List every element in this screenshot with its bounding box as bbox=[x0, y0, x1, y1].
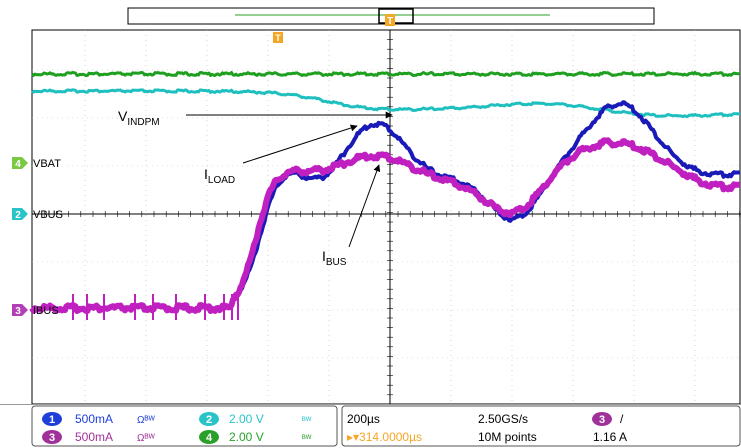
trace-1 bbox=[31, 88, 740, 119]
annotation-iload: ILOAD bbox=[204, 166, 235, 186]
channel-marker-num: 2 bbox=[15, 210, 21, 221]
annotation-vindpm-sub: INDPM bbox=[127, 117, 159, 128]
annotation-vindpm: VINDPM bbox=[118, 108, 160, 128]
channel-marker-label: VBAT bbox=[33, 158, 61, 170]
annotation-iload-main: I bbox=[204, 166, 208, 182]
ch4-badge[interactable] bbox=[199, 430, 219, 444]
trace-3 bbox=[29, 137, 741, 314]
channel-marker-2[interactable]: 2 VBUS bbox=[12, 208, 63, 221]
record-length: 10M points bbox=[478, 430, 537, 444]
trigger-position-letter: T bbox=[275, 33, 281, 43]
ch3-scale: 500mA bbox=[75, 430, 113, 444]
ch2-badge[interactable] bbox=[199, 412, 219, 426]
channel-marker-num: 4 bbox=[15, 159, 21, 170]
ch2-coupling: ᴮᵂ bbox=[302, 415, 312, 425]
ch3-badge[interactable] bbox=[42, 430, 62, 444]
trigger-position: ▸▾314.0000µs bbox=[347, 430, 422, 444]
sample-rate: 2.50GS/s bbox=[478, 412, 528, 426]
trigger-slope: / bbox=[620, 412, 624, 426]
trace-2 bbox=[30, 100, 741, 313]
channel-marker-num: 3 bbox=[15, 306, 21, 317]
channel-marker-3[interactable]: 3 IBUS bbox=[12, 304, 59, 317]
status-group-channels bbox=[31, 405, 338, 447]
top-trigger-marker bbox=[385, 14, 395, 26]
channel-marker-label: IBUS bbox=[33, 305, 59, 317]
trigger-channel-badge[interactable] bbox=[592, 412, 612, 426]
record-overview-window[interactable] bbox=[378, 8, 414, 24]
annotation-ibus-main: I bbox=[322, 248, 326, 264]
ch4-scale: 2.00 V bbox=[229, 430, 264, 444]
ch1-badge[interactable] bbox=[42, 412, 62, 426]
annotation-iload-sub: LOAD bbox=[208, 175, 235, 186]
status-group-acquisition bbox=[341, 405, 741, 447]
ch1-num: 1 bbox=[49, 414, 55, 426]
status-bar bbox=[0, 404, 741, 448]
channel-marker-4[interactable]: 4 VBAT bbox=[12, 157, 61, 170]
trace-0 bbox=[30, 71, 741, 77]
graticule bbox=[31, 29, 741, 405]
annotation-ibus: IBUS bbox=[322, 248, 347, 268]
trigger-position-marker bbox=[273, 32, 283, 43]
channel-marker-label: VBUS bbox=[33, 209, 63, 221]
trigger-channel-num: 3 bbox=[599, 414, 605, 426]
timebase: 200µs bbox=[347, 412, 380, 426]
trigger-level: 1.16 A bbox=[593, 430, 627, 444]
top-trigger-letter: T bbox=[387, 16, 393, 27]
ch4-num: 4 bbox=[206, 432, 213, 444]
ch2-num: 2 bbox=[206, 414, 212, 426]
ch4-coupling: ᴮᵂ bbox=[302, 433, 312, 443]
channel-marker-shape bbox=[12, 304, 28, 316]
channel-marker-shape bbox=[12, 157, 28, 169]
arrow-iload bbox=[242, 124, 358, 164]
ch1-coupling: Ωᴮᵂ bbox=[137, 415, 156, 426]
annotation-ibus-sub: BUS bbox=[326, 257, 347, 268]
annotation-vindpm-main: V bbox=[118, 108, 128, 124]
ch2-scale: 2.00 V bbox=[229, 412, 264, 426]
arrow-ibus bbox=[348, 164, 381, 248]
ch1-scale: 500mA bbox=[75, 412, 113, 426]
channel-marker-shape bbox=[12, 208, 28, 220]
ch3-coupling: Ωᴮᵂ bbox=[137, 433, 156, 444]
ch3-num: 3 bbox=[49, 432, 55, 444]
